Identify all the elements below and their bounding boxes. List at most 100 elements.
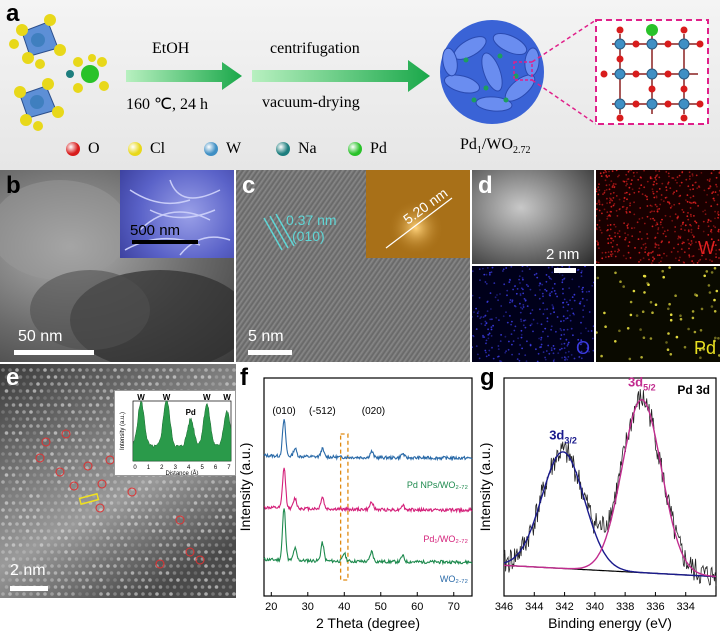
arrow-1 (126, 62, 242, 90)
haadf-image (472, 170, 594, 264)
legend-na: Na (276, 140, 317, 158)
peak-label: (-512) (309, 406, 336, 417)
legend-w: W (204, 140, 241, 158)
map-label-o: O (576, 338, 591, 358)
step2-condition-top: centrifugation (270, 40, 360, 57)
inset-xtick: 1 (147, 465, 151, 471)
x-tick-label: 340 (586, 601, 604, 613)
nanoflower (440, 20, 544, 124)
panel-c-scale-bar (248, 350, 292, 355)
panel-b-tem: 500 nm b 50 nm (0, 170, 234, 362)
afm-particle (385, 197, 453, 256)
legend-o: O (66, 140, 100, 158)
xrd-chart: Pd NPs/WO₂.₇₂ Pd₁/WO₂.₇₂ WO₂.₇₂ (010) (-512)… (237, 377, 473, 631)
x-tick-label: 50 (375, 601, 387, 613)
panel-g-label: g (480, 364, 495, 391)
legend-w-text: W (226, 140, 242, 157)
y-axis-label: Intensity (a.u.) (237, 443, 253, 532)
inset-peak-label: W (203, 393, 211, 402)
x-tick-label: 344 (525, 601, 543, 613)
xps-title: Pd 3d (677, 383, 710, 397)
product-label: Pd1/WO2.72 (460, 136, 531, 157)
line-profile-chart: W W Pd W W 0 1 2 3 4 5 6 7 Distance (Å) Intensity (a.u… (120, 393, 232, 477)
panel-f-xrd: Pd NPs/WO₂.₇₂ Pd₁/WO₂.₇₂ WO₂.₇₂ (010) (-512)… (236, 364, 476, 635)
pd-map-dots (595, 266, 720, 361)
panel-b-label: b (6, 172, 21, 199)
wcl-molecule-top (9, 14, 66, 69)
inset-ylabel: Intensity (a.u.) (120, 412, 126, 450)
panel-d-scale-text: 2 nm (546, 246, 580, 263)
map-label-w: W (698, 238, 715, 258)
o-map-dots (472, 265, 595, 362)
eds-map-o (472, 265, 595, 362)
xps-chart: 3d3/2 3d5/2 Pd 3d 346 344 342 340 338 336 334 Bind… (477, 375, 717, 631)
legend-o-text: O (88, 140, 100, 157)
tem-texture (0, 180, 234, 362)
inset-xtick: 2 (160, 465, 164, 471)
panel-c-scale-text: 5 nm (248, 328, 284, 345)
xps-fit-peak (503, 398, 717, 578)
xrd-series-label: WO₂.₇₂ (440, 574, 469, 584)
inset-xtick: 3 (174, 465, 178, 471)
panel-f-label: f (240, 364, 248, 391)
inset-scale-bar (132, 240, 198, 244)
w-map-dots (595, 170, 720, 265)
xrd-series-line (263, 467, 473, 514)
sem-inset: 500 nm (120, 170, 234, 258)
x-tick-label: 40 (338, 601, 350, 613)
eds-map-w (595, 170, 720, 265)
pdcl-molecule (66, 54, 109, 93)
inset-xlabel: Distance (Å) (165, 470, 198, 475)
xps-peak-label: 3d3/2 (549, 427, 577, 445)
x-axis-label: Binding energy (eV) (548, 615, 672, 631)
xrd-series-label: Pd NPs/WO₂.₇₂ (407, 480, 469, 490)
legend-w-swatch (204, 142, 218, 156)
x-tick-label: 342 (555, 601, 573, 613)
xrd-series-line (263, 419, 473, 462)
legend-pd-text: Pd (370, 140, 387, 157)
panel-e-scale-text: 2 nm (10, 562, 46, 579)
panel-e-scale-bar (10, 586, 48, 591)
sem-inset-petals (124, 179, 231, 256)
x-tick-label: 334 (677, 601, 695, 613)
peak-label: (020) (362, 406, 385, 417)
step1-condition-top: EtOH (152, 40, 190, 57)
crystal-structure (600, 24, 704, 122)
x-tick-label: 338 (616, 601, 634, 613)
inset-xtick: 4 (187, 465, 191, 471)
step2-condition-bottom: vacuum-drying (262, 94, 360, 111)
panel-a-schematic (9, 14, 709, 131)
panel-g-xps: 3d3/2 3d5/2 Pd 3d 346 344 342 340 338 336 334 Bind… (476, 364, 720, 635)
x-tick-label: 60 (411, 601, 423, 613)
inset-xtick: 0 (133, 465, 137, 471)
peak-label: (010) (272, 406, 295, 417)
legend-pd: Pd (348, 140, 387, 158)
x-axis-label: 2 Theta (degree) (316, 615, 420, 631)
afm-inset: 5.20 nm (366, 170, 470, 258)
wcl-molecule-bottom (14, 78, 64, 131)
x-tick-label: 336 (646, 601, 664, 613)
panel-c-hrtem: 0.37 nm (010) 5.20 nm c 5 nm (236, 170, 470, 362)
panel-a-label: a (6, 0, 20, 27)
panel-a: a EtOH 160 ℃, 24 h centrifugation vacuum… (0, 0, 720, 170)
panel-e-label: e (6, 364, 20, 391)
legend-na-text: Na (298, 140, 317, 157)
inset-xtick: 6 (214, 465, 218, 471)
inset-scale-text: 500 nm (130, 222, 181, 239)
inset-peak-label: W (223, 393, 231, 402)
x-tick-label: 346 (495, 601, 513, 613)
inset-xtick: 7 (227, 465, 231, 471)
xps-fit-peak (503, 451, 717, 578)
panel-e-haadf: W W Pd W W 0 1 2 3 4 5 6 7 Distance (Å) Intensity (a.u… (0, 364, 236, 598)
lattice-plane: (010) (292, 228, 325, 244)
panel-c-label: c (242, 172, 256, 199)
panel-b-scale-text: 50 nm (18, 328, 63, 345)
panel-d-scale-bar (554, 268, 576, 273)
arrow-2 (252, 60, 430, 92)
panel-d-label: d (478, 172, 493, 199)
x-tick-label: 30 (302, 601, 314, 613)
step1-condition-bottom: 160 ℃, 24 h (126, 96, 208, 113)
panel-d-eds: d 2 nm W O Pd (472, 170, 720, 362)
legend-cl-swatch (128, 142, 142, 156)
legend-cl-text: Cl (150, 140, 166, 157)
